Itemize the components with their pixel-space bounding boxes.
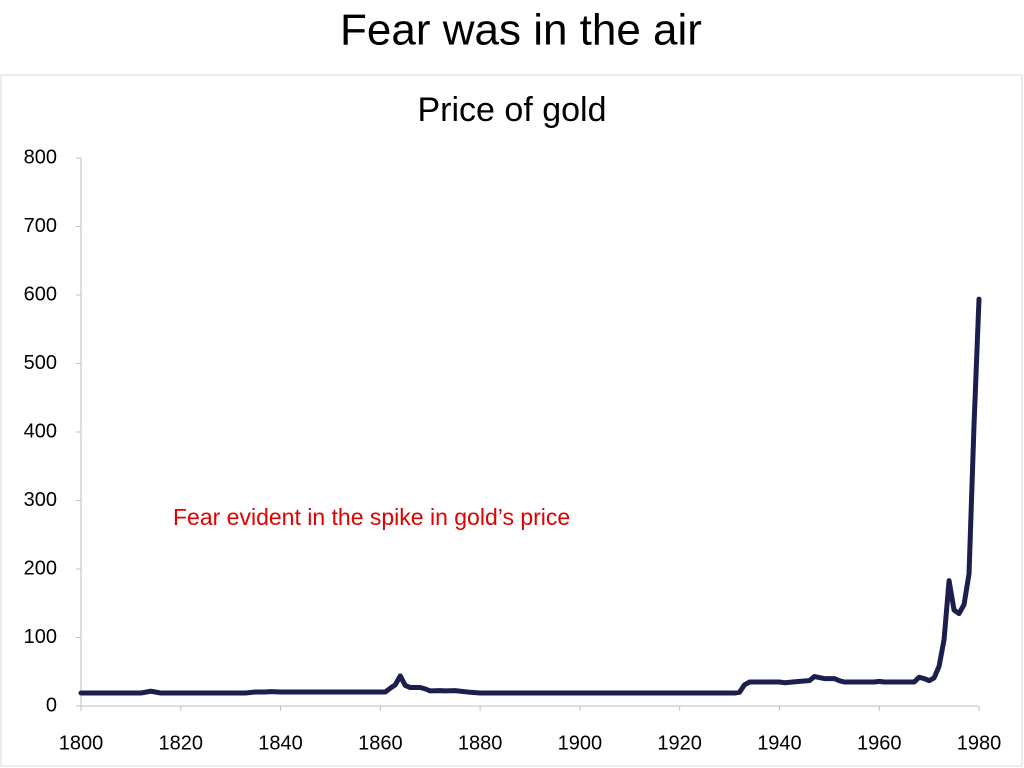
x-tick-label: 1820 (159, 732, 204, 754)
x-tick-label: 1800 (59, 732, 104, 754)
y-tick-label: 300 (24, 489, 57, 511)
x-tick-label: 1960 (857, 732, 902, 754)
x-tick-label: 1980 (957, 732, 1002, 754)
chart-frame (0, 74, 1023, 767)
x-tick-label: 1880 (458, 732, 503, 754)
y-tick-label: 0 (46, 694, 57, 716)
slide-title: Fear was in the air (340, 6, 702, 55)
x-tick-label: 1940 (757, 732, 802, 754)
y-tick-label: 600 (24, 283, 57, 305)
y-tick-label: 400 (24, 420, 57, 442)
annotation: Fear evident in the spike in gold’s pric… (173, 504, 570, 530)
price-line (78, 296, 982, 696)
y-tick-label: 800 (24, 146, 57, 168)
x-tick-label: 1900 (558, 732, 603, 754)
x-tick-label: 1840 (258, 732, 303, 754)
chart-title: Price of gold (418, 91, 607, 129)
x-tick-label: 1860 (358, 732, 403, 754)
x-tick-label: 1920 (657, 732, 702, 754)
y-tick-label: 200 (24, 557, 57, 579)
y-tick-label: 100 (24, 626, 57, 648)
y-tick-label: 700 (24, 215, 57, 237)
y-tick-label: 500 (24, 352, 57, 374)
